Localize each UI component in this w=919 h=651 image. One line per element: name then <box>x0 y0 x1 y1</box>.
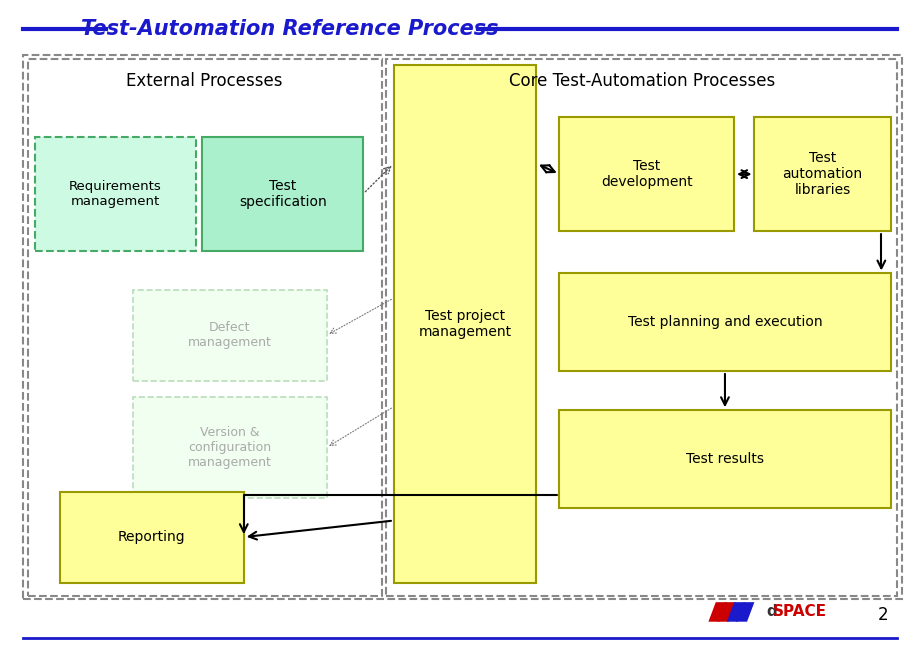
Polygon shape <box>708 602 726 622</box>
Text: Requirements
management: Requirements management <box>69 180 162 208</box>
Text: Test-Automation Reference Process: Test-Automation Reference Process <box>81 20 498 39</box>
Text: Test
specification: Test specification <box>239 178 326 209</box>
Bar <box>133 290 326 381</box>
Bar <box>386 59 896 596</box>
Polygon shape <box>735 602 754 622</box>
Text: Test
automation
libraries: Test automation libraries <box>781 151 862 197</box>
Bar <box>559 117 733 231</box>
Bar <box>559 273 890 371</box>
Text: Test planning and execution: Test planning and execution <box>627 315 822 329</box>
Bar <box>393 65 536 583</box>
Text: 2: 2 <box>877 606 888 624</box>
Text: Version &
configuration
management: Version & configuration management <box>187 426 272 469</box>
Bar <box>754 117 890 231</box>
Text: Test project
management: Test project management <box>418 309 511 339</box>
Text: External Processes: External Processes <box>126 72 283 90</box>
Text: Defect
management: Defect management <box>187 321 272 350</box>
Bar <box>35 137 196 251</box>
Bar <box>60 492 244 583</box>
Bar <box>23 55 901 599</box>
Text: d: d <box>766 604 777 620</box>
Polygon shape <box>717 602 735 622</box>
Text: Test
development: Test development <box>600 159 692 189</box>
Text: Core Test-Automation Processes: Core Test-Automation Processes <box>508 72 774 90</box>
Text: Reporting: Reporting <box>118 530 186 544</box>
Polygon shape <box>726 602 744 622</box>
Text: SPACE: SPACE <box>772 604 825 620</box>
Bar <box>28 59 381 596</box>
Bar <box>559 410 890 508</box>
Bar <box>133 397 326 498</box>
Text: Test results: Test results <box>686 452 763 466</box>
Bar <box>202 137 363 251</box>
